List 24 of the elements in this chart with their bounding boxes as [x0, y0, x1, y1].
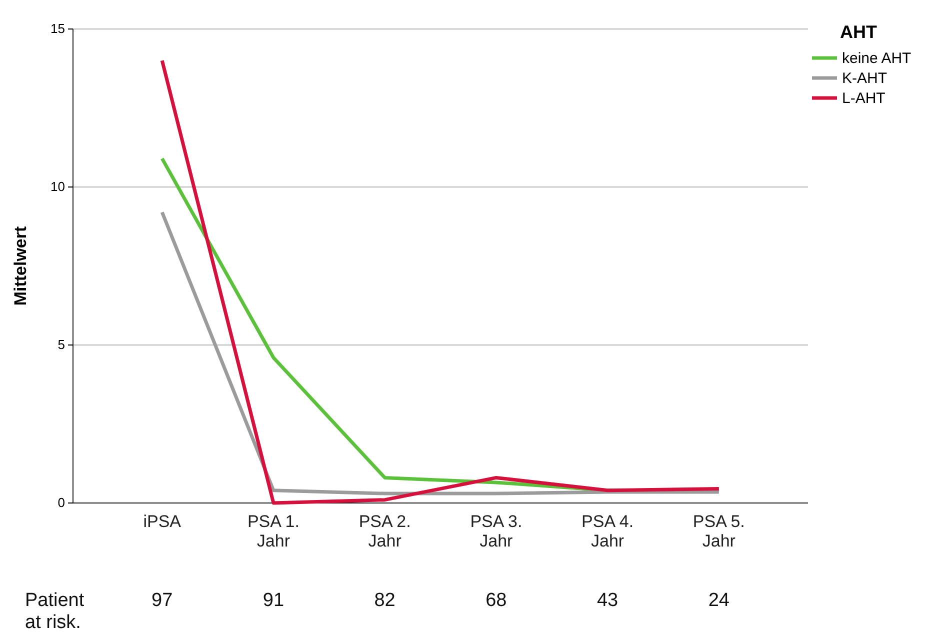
legend-title: AHT — [840, 22, 877, 42]
x-tick-label: PSA 2. Jahr — [358, 512, 411, 551]
legend-label: K-AHT — [842, 70, 887, 87]
text: 24 — [708, 590, 730, 611]
legend-label: keine AHT — [842, 50, 912, 67]
x-tick-label: PSA 4. Jahr — [582, 512, 634, 551]
y-tick-label: 10 — [50, 179, 65, 194]
y-tick-label: 5 — [58, 337, 65, 352]
line-series — [160, 210, 721, 496]
x-tick-label: PSA 1. Jahr — [247, 512, 300, 551]
y-tick-label: 0 — [58, 495, 65, 510]
x-tick-label: PSA 3. Jahr — [470, 512, 522, 551]
text: 43 — [596, 590, 618, 611]
legend-label: L-AHT — [842, 90, 886, 107]
x-tick-label: PSA 5. Jahr — [692, 512, 745, 551]
x-tick-label: iPSA — [143, 512, 182, 532]
y-axis-title: Mittelwert — [11, 226, 30, 306]
text: 68 — [486, 590, 507, 611]
y-tick-label: 15 — [50, 21, 65, 36]
text: 97 — [152, 590, 173, 611]
text: Patient at risk. — [25, 590, 85, 633]
text: 82 — [374, 590, 396, 611]
line-series — [160, 58, 721, 505]
text: 91 — [262, 590, 284, 611]
